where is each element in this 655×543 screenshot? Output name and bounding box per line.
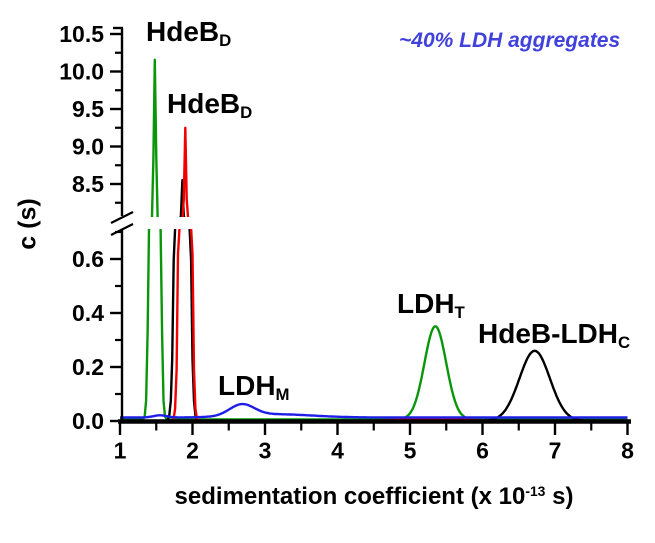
x-axis-title-exponent: -13 [525,483,546,500]
x-tick-label: 2 [186,438,199,464]
peak-label: HdeBD [146,16,232,51]
y-tick-label: 0.4 [72,300,104,326]
x-axis-title-prefix: sedimentation coefficient (x 10 [174,483,526,510]
y-tick-label: 10.5 [59,21,104,47]
axis-break-slash-2 [110,223,134,236]
curve-blue [120,402,628,419]
x-axis-title-suffix: s) [545,483,574,510]
axis-break-slash-1 [110,211,134,224]
y-tick-label: 9.0 [72,134,104,160]
y-tick-label: 9.5 [72,96,104,122]
x-axis-title: sedimentation coefficient (x 10-13 s) [174,483,574,510]
y-tick-label: 8.5 [72,171,104,197]
peak-label: HdeB-LDHC [478,318,631,353]
peak-label: LDHM [218,370,290,405]
x-tick-label: 6 [476,438,489,464]
peak-label: HdeBD [167,88,253,123]
y-axis-title: c (s) [13,198,42,250]
x-tick-label: 4 [331,438,344,464]
peak-label: LDHT [397,288,465,323]
x-tick-label: 7 [549,438,562,464]
x-tick-label: 5 [404,438,417,464]
y-tick-label: 0.6 [72,246,104,272]
note-label: ~40% LDH aggregates [399,29,621,52]
x-tick-label: 3 [259,438,272,464]
x-tick-label: 1 [114,438,127,464]
y-tick-label: 10.0 [59,59,104,85]
y-tick-label: 0.2 [72,354,104,380]
x-tick-label: 8 [621,438,634,464]
axis-break-mask [124,217,655,229]
curve-red [120,126,628,423]
y-tick-label: 0.0 [72,408,104,434]
curve-black [120,178,628,423]
y-axis-title-text: c (s) [13,198,42,250]
